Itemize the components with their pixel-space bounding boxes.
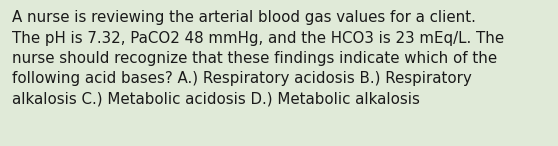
Text: A nurse is reviewing the arterial blood gas values for a client.
The pH is 7.32,: A nurse is reviewing the arterial blood …	[12, 10, 504, 107]
